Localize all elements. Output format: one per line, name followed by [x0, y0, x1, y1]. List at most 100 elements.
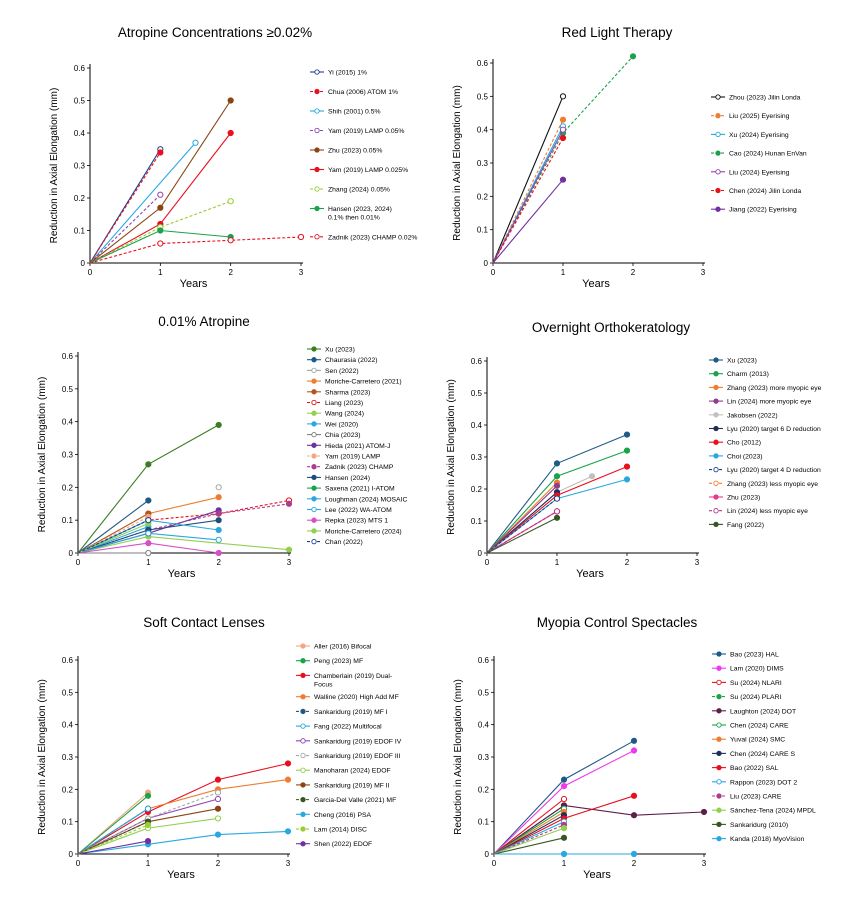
chart-title: 0.01% Atropine [158, 314, 250, 329]
series-line [493, 837, 565, 855]
legend-marker [311, 357, 317, 363]
series-4 [486, 482, 561, 554]
legend-entry: Walline (2020) High Add MF [296, 694, 399, 701]
legend-entry: Sankaridurg (2019) EDOF III [296, 752, 401, 760]
legend-marker [713, 371, 719, 377]
data-point [284, 760, 292, 767]
legend-entry: Lam (2020) DIMS [712, 665, 784, 673]
legend-marker [716, 651, 722, 657]
legend-marker [716, 764, 722, 771]
legend-marker [314, 234, 320, 240]
legend-marker [300, 752, 306, 759]
chart-panel-3: 0.01% Atropine 0 1 2 3 0 0.1 0.2 0.3 0.4 0.5 0.6 Yea… [37, 314, 407, 580]
data-point [215, 510, 222, 517]
legend-entry: Zhang (2024) 0.05% [310, 186, 390, 194]
legend-entry: Sankaridurg (2019) MF I [296, 708, 388, 716]
data-point [285, 500, 293, 507]
y-tick-label: 0.1 [478, 818, 490, 827]
legend-entry: Kanda (2018) MyoVision [712, 835, 805, 843]
data-point [227, 129, 234, 137]
x-tick-label: 1 [562, 859, 567, 868]
legend-marker [713, 494, 719, 500]
x-tick-label: 2 [216, 558, 221, 567]
legend-marker [716, 708, 722, 714]
legend-marker [300, 738, 306, 744]
legend-entry: Jiang (2022) Eyerising [711, 206, 797, 214]
x-tick-label: 3 [701, 268, 706, 277]
data-point [623, 431, 631, 438]
legend-label: Shen (2022) EDOF [314, 841, 372, 848]
legend-entry: Yam (2019) LAMP 0.025% [310, 166, 408, 174]
y-axis-label: Reduction in Axial Elongation (mm) [37, 377, 48, 533]
x-tick-label: 1 [561, 268, 566, 277]
series-3 [89, 139, 199, 264]
y-tick-label: 0.1 [477, 226, 489, 235]
legend-marker [716, 835, 722, 842]
legend-label: Yuval (2024) SMC [730, 737, 785, 744]
y-axis-label: Reduction in Axial Elongation (mm) [37, 679, 48, 835]
legend-entry: Yam (2019) LAMP 0.05% [310, 127, 404, 135]
y-tick-label: 0 [69, 850, 74, 859]
series-11 [77, 513, 152, 554]
series-line [77, 824, 149, 855]
legend-label: Liu (2025) Eyerising [729, 113, 790, 120]
legend-marker [713, 439, 719, 445]
data-point [560, 776, 568, 783]
series-3 [77, 760, 292, 855]
series-17 [77, 540, 222, 557]
legend-label: Sankaridurg (2010) [730, 822, 788, 829]
legend-entry: Sankaridurg (2019) MF II [296, 782, 390, 789]
x-tick-label: 0 [88, 268, 93, 277]
series-12 [77, 828, 292, 855]
legend-entry: Xu (2024) Eyerising [711, 131, 789, 139]
x-axis-label: Years [167, 869, 195, 881]
data-point [630, 792, 638, 799]
legend-label: Cho (2012) [727, 440, 761, 447]
legend-entry: Hansen (2024) [307, 474, 370, 482]
legend-marker [311, 346, 317, 352]
data-point [553, 508, 561, 515]
legend-entry: Liu (2024) Eyerising [711, 169, 790, 176]
data-point [214, 831, 222, 838]
legend-entry: Liu (2023) CARE [712, 793, 782, 801]
legend: Zhou (2023) Jilin Londa Liu (2025) Eyeris… [711, 94, 807, 214]
legend-marker [715, 150, 721, 156]
legend-marker [716, 750, 722, 757]
y-tick-label: 0.5 [477, 92, 489, 101]
data-point [215, 494, 222, 501]
legend-marker [715, 169, 721, 175]
data-point [157, 227, 164, 234]
legend-marker [713, 508, 719, 514]
legend-entry: Moriche-Carretero (2024) [307, 528, 402, 535]
data-point [553, 473, 561, 480]
legend-label: Choi (2023) [727, 453, 763, 460]
legend-label: Chen (2024) CARE S [730, 751, 795, 758]
legend-label: Hansen (2023, 2024) [328, 206, 392, 213]
legend-label: Liang (2023) [325, 400, 363, 407]
y-tick-label: 0.2 [62, 785, 74, 794]
series-6 [492, 134, 567, 264]
legend-entry: Bao (2022) SAL [712, 764, 779, 772]
legend-entry: Bao (2023) HAL [712, 651, 779, 659]
legend-label: Zadnik (2023) CHAMP 0.02% [328, 234, 417, 241]
series-line [77, 500, 149, 554]
legend-marker [716, 693, 722, 700]
legend-entry: Sen (2022) [307, 367, 359, 375]
data-point [215, 517, 222, 524]
legend-marker [716, 665, 722, 671]
series-line [493, 804, 705, 855]
legend-marker [713, 466, 719, 473]
x-tick-label: 2 [216, 859, 221, 868]
legend-marker [300, 841, 306, 847]
series-1 [77, 421, 222, 554]
data-point [145, 517, 152, 524]
series-line [77, 840, 149, 855]
y-tick-label: 0.4 [477, 126, 489, 135]
y-tick-label: 0 [484, 259, 489, 268]
legend-entry: Zhou (2023) Jilin Londa [711, 94, 801, 102]
x-tick-label: 1 [555, 558, 560, 567]
legend-marker [314, 108, 320, 114]
data-point [144, 821, 152, 829]
legend-label: Xu (2023) [727, 358, 757, 365]
y-tick-label: 0.6 [62, 352, 74, 361]
